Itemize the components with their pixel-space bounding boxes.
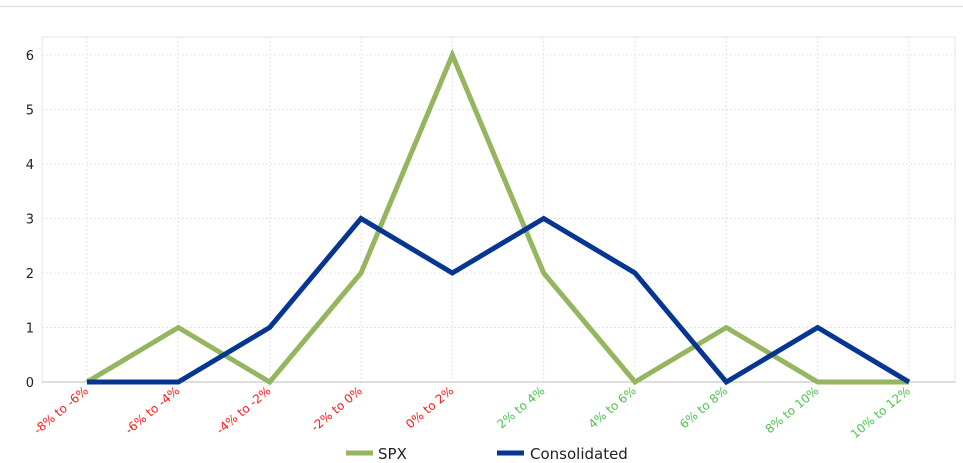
legend-label: SPX <box>378 445 407 463</box>
x-tick-label: 2% to 4% <box>494 384 547 432</box>
y-tick-label: 6 <box>26 49 34 64</box>
legend: SPX Consolidated <box>346 445 628 463</box>
x-tick-label: -4% to -2% <box>214 384 274 437</box>
y-tick-label: 3 <box>26 213 34 228</box>
x-tick-label: 4% to 6% <box>586 384 639 432</box>
y-tick-label: 4 <box>26 158 34 173</box>
y-tick-label: 5 <box>26 104 34 119</box>
legend-label: Consolidated <box>530 445 628 463</box>
top-divider <box>0 6 963 7</box>
y-axis: 0 1 2 3 4 5 6 <box>26 49 34 391</box>
x-tick-label: 8% to 10% <box>763 384 822 437</box>
x-tick-label: -2% to 0% <box>308 384 365 435</box>
x-tick-label: -8% to -6% <box>31 384 91 437</box>
x-tick-label: 6% to 8% <box>677 384 730 432</box>
y-tick-label: 2 <box>26 267 34 282</box>
series-line-consolidated <box>87 215 911 386</box>
x-axis: -8% to -6% -6% to -4% -4% to -2% -2% to 0% 0… <box>31 381 955 442</box>
x-tick-label: 10% to 12% <box>848 384 913 442</box>
y-tick-label: 1 <box>26 322 34 337</box>
x-tick-label: -6% to -4% <box>122 384 182 437</box>
x-tick-label: 0% to 2% <box>403 384 456 432</box>
grid <box>41 36 956 383</box>
series-lines <box>85 48 911 386</box>
y-tick-label: 0 <box>26 376 34 391</box>
